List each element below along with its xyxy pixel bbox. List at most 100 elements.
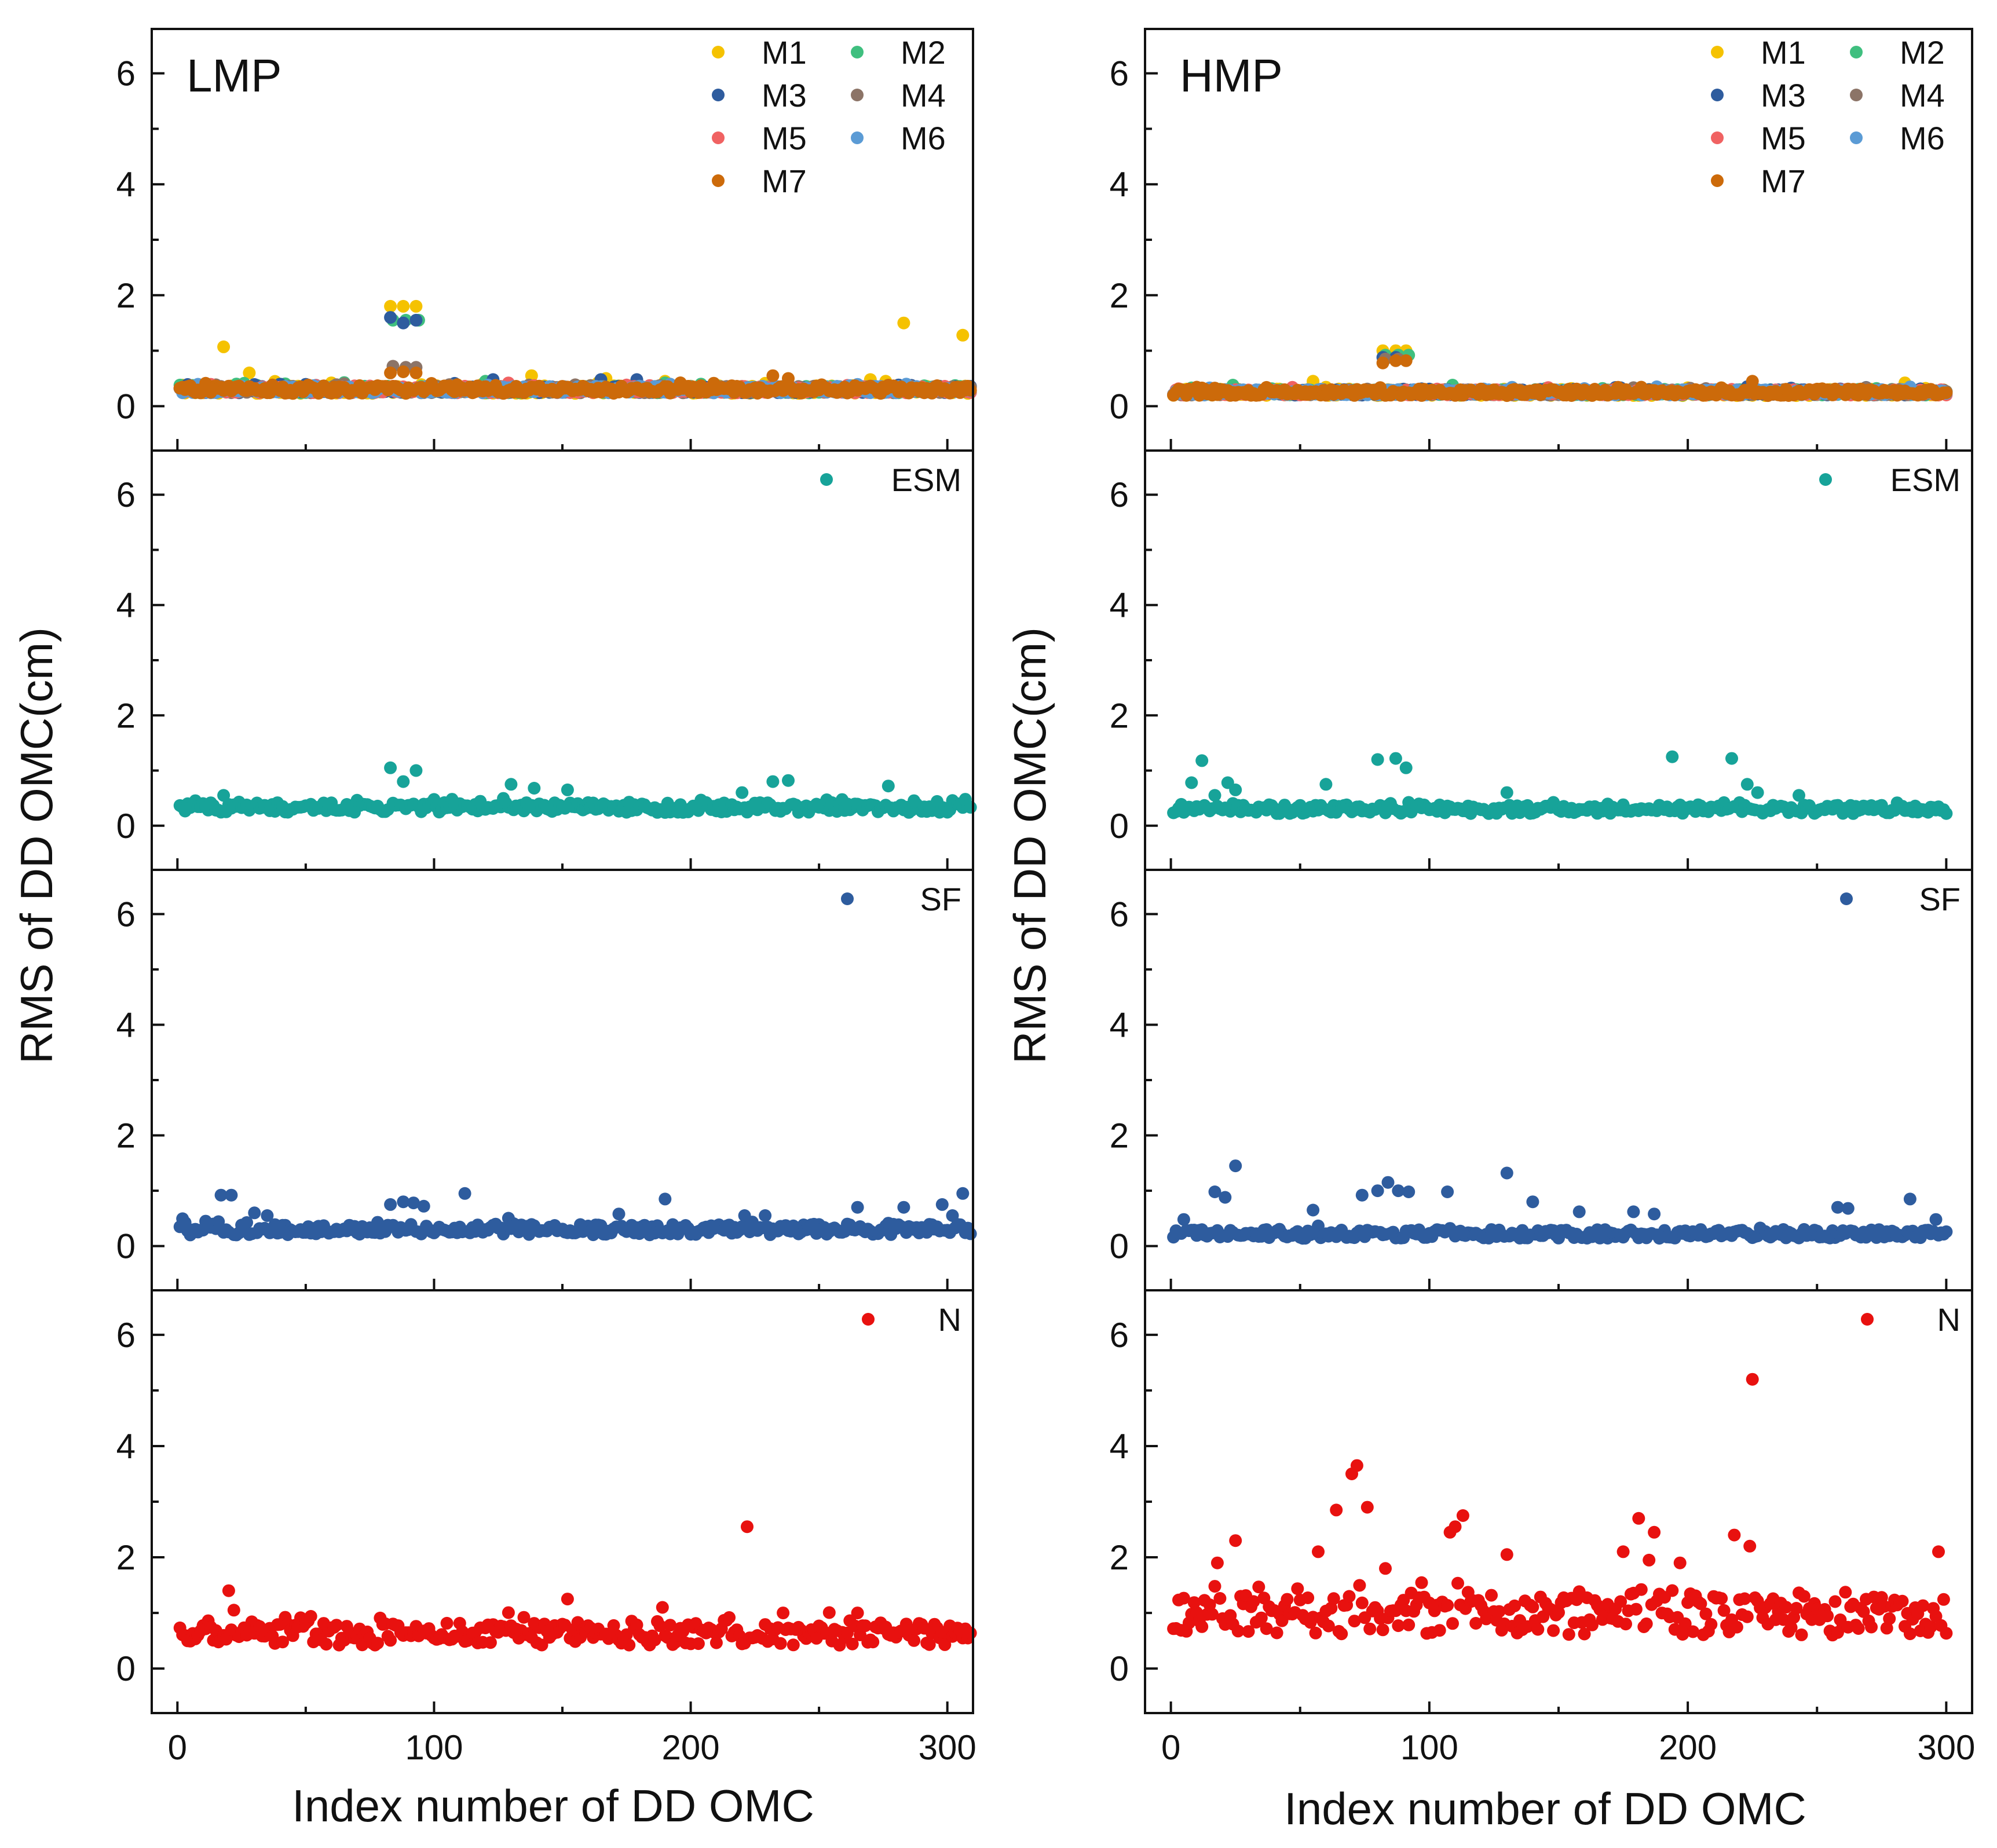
point-n [851,1607,864,1620]
point-m3 [409,313,423,327]
point-m7 [397,365,410,378]
point-esm [397,775,410,788]
y-tick-label: 4 [116,165,136,204]
x-tick-label: 200 [662,1728,720,1767]
point-sf [897,1201,910,1214]
legend-label-m5: M5 [762,120,807,156]
x-tick-label: 300 [919,1728,976,1767]
point-n [623,1638,636,1652]
point-esm [384,761,397,774]
point-n [227,1604,240,1617]
point-m7 [409,366,423,379]
point-n [384,1634,397,1647]
panel-lmp-1-points [173,299,977,400]
y-tick-label: 2 [116,1117,136,1155]
panel-tag-lmp: LMP [186,50,282,101]
point-sf [248,1206,261,1220]
point-m7 [964,383,977,397]
point-m1 [397,299,410,313]
point-m1 [897,316,910,330]
point-sf [659,1192,672,1206]
point-m1 [956,328,970,342]
point-esm [766,775,780,788]
point-n [964,1626,977,1640]
point-esm [736,786,749,799]
point-n [222,1584,235,1597]
legend-marker-m4 [851,89,864,101]
y-tick-label: 4 [116,586,136,625]
point-m1 [384,299,397,313]
legend-marker-m1 [712,46,725,58]
point-m1 [243,366,256,379]
point-esm [882,780,895,793]
point-esm [782,774,795,787]
point-m1 [217,340,231,353]
y-tick-label: 0 [116,387,136,426]
legend-label-m6: M6 [901,120,946,156]
legend-marker-m2 [851,46,864,58]
legend-marker-m7 [712,174,725,187]
legend-marker-n [862,1313,875,1326]
y-tick-label: 6 [116,895,136,934]
point-m7 [766,369,780,382]
legend-label-m7: M7 [762,163,807,199]
point-n [741,1520,754,1534]
point-n [822,1606,836,1619]
legend-label-m2: M2 [901,34,946,71]
point-n [787,1638,800,1652]
y-tick-label: 4 [116,1427,136,1466]
y-tick-label: 2 [116,1538,136,1577]
x-tick-label: 100 [405,1728,463,1767]
point-n [777,1607,790,1620]
point-n [440,1616,453,1630]
legend-marker-m6 [851,131,864,144]
point-n [484,1636,497,1649]
point-m7 [384,366,397,379]
point-sf [458,1187,471,1200]
point-n [320,1638,333,1651]
point-m1 [409,299,423,313]
point-sf [417,1199,430,1213]
point-n [304,1610,317,1623]
point-sf [851,1201,864,1214]
legend-marker-sf [841,892,854,905]
legend-label-m1: M1 [762,34,807,71]
y-tick-label: 0 [116,807,136,846]
point-m3 [397,316,410,330]
point-n [561,1593,574,1606]
point-sf [759,1209,772,1222]
point-sf [935,1198,949,1211]
y-tick-label: 2 [116,276,136,315]
point-esm [561,783,574,796]
y-tick-label: 6 [116,54,136,93]
point-n [709,1636,723,1649]
point-esm [409,764,423,777]
point-sf [964,1227,977,1240]
y-tick-label: 4 [116,1005,136,1044]
legend-marker-esm [820,473,833,486]
y-tick-label: 2 [116,696,136,735]
point-n [908,1634,921,1647]
y-tick-label: 0 [116,1227,136,1266]
point-sf [956,1187,970,1200]
point-n [692,1637,705,1651]
legend-label-esm: ESM [891,462,961,498]
legend-label-sf: SF [920,881,961,917]
legend-marker-m5 [712,131,725,144]
x-tick-label: 0 [168,1728,187,1767]
point-sf [384,1198,397,1211]
point-n [866,1635,880,1649]
y-tick-label: 6 [116,475,136,514]
point-esm [964,801,977,814]
legend-marker-m3 [712,89,725,101]
legend-label-n: N [938,1301,961,1338]
y-tick-label: 6 [116,1316,136,1355]
point-sf [612,1207,626,1221]
point-n [774,1637,787,1650]
point-n [502,1606,515,1619]
